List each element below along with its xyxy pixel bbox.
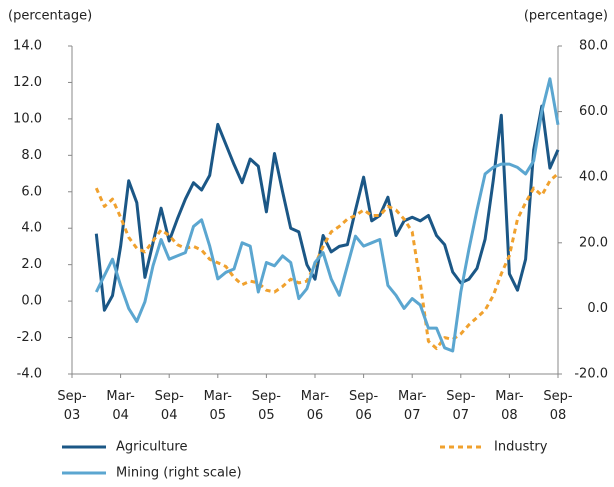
y2-tick-label: 60.0	[579, 104, 608, 119]
y2-tick-label: 0.0	[587, 301, 608, 316]
x-tick-label: Mar-08	[495, 389, 524, 423]
y-axis-label: (percentage)	[8, 9, 92, 24]
y-tick-label: 4.0	[21, 221, 42, 236]
y2-tick-label: -20.0	[574, 367, 608, 382]
x-tick-label: Mar-06	[301, 389, 330, 423]
y-tick-label: 12.0	[13, 75, 42, 90]
y-tick-label: 2.0	[21, 257, 42, 272]
x-tick-label: Sep-07	[446, 389, 476, 423]
x-tick-label: Sep-06	[349, 389, 379, 423]
x-tick-label: Mar-05	[204, 389, 233, 423]
y2-tick-label: 20.0	[579, 235, 608, 250]
line-series	[94, 77, 560, 353]
y2-axis-label: (percentage)	[524, 9, 608, 24]
y-tick-label: 0.0	[21, 294, 42, 309]
x-tick-label: Mar-07	[398, 389, 427, 423]
x-tick-label: Sep-03	[57, 389, 87, 423]
legend-label: Agriculture	[116, 440, 188, 455]
legend-label: Mining (right scale)	[116, 466, 242, 481]
y-tick-label: 6.0	[21, 184, 42, 199]
y-tick-label: 10.0	[13, 111, 42, 126]
y-tick-label: 8.0	[21, 148, 42, 163]
y-tick-label: 14.0	[13, 39, 42, 54]
line-series	[94, 104, 560, 312]
y2-tick-label: 40.0	[579, 170, 608, 185]
y-tick-label: -2.0	[17, 330, 42, 345]
x-tick-label: Sep-04	[155, 389, 185, 423]
line-series	[94, 172, 559, 350]
legend-label: Industry	[494, 440, 548, 455]
y2-tick-label: 80.0	[579, 39, 608, 54]
x-tick-label: Sep-05	[252, 389, 282, 423]
x-tick-label: Mar-04	[106, 389, 135, 423]
x-tick-label: Sep-08	[543, 389, 573, 423]
y-tick-label: -4.0	[17, 367, 42, 382]
